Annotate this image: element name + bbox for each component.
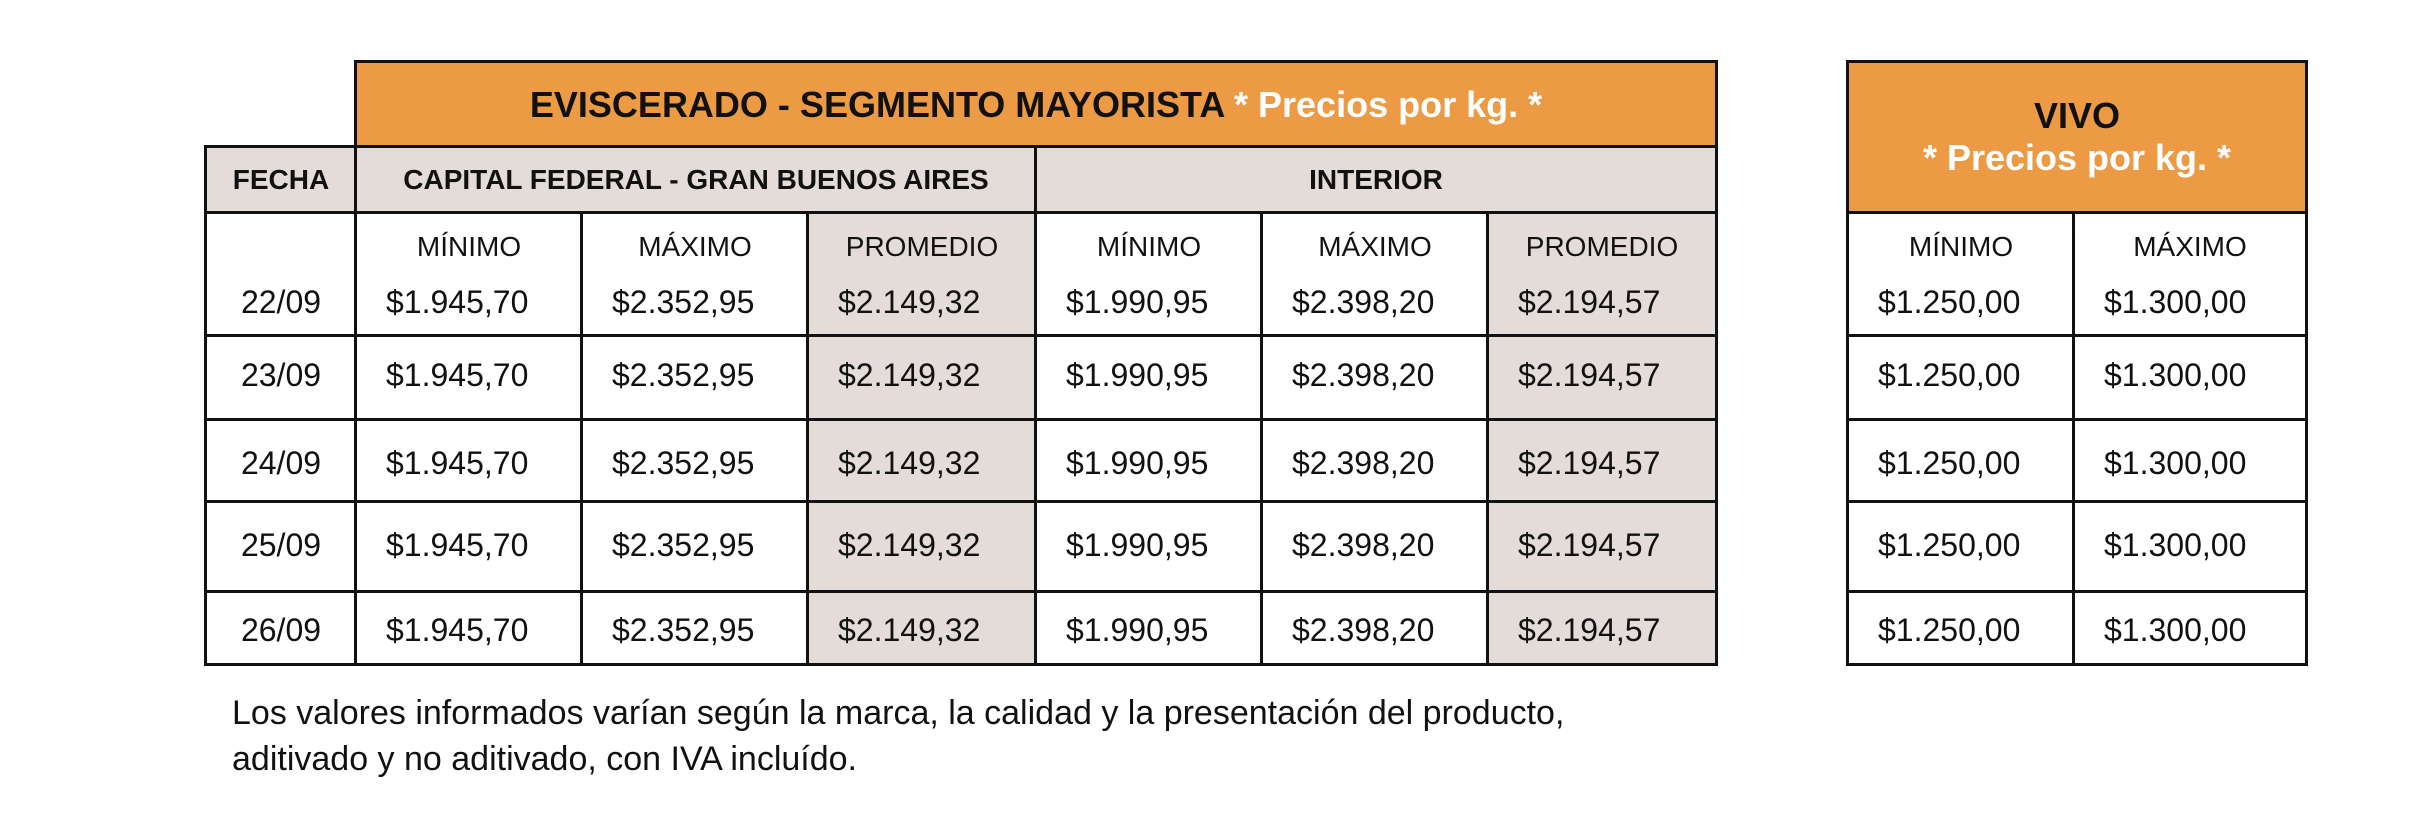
vivo-value-cell: $1.250,00 [1878, 356, 2021, 393]
grid-line [1715, 60, 1718, 666]
value-cell: $2.352,95 [612, 611, 755, 648]
value-cell: $2.149,32 [838, 444, 981, 481]
vivo-value-cell: $1.300,00 [2104, 356, 2247, 393]
col-min-interior: MÍNIMO [1096, 231, 1202, 262]
col-prom-interior: PROMEDIO [1525, 231, 1679, 262]
col-max-interior: MÁXIMO [1318, 231, 1432, 262]
value-cell: $1.990,95 [1066, 356, 1209, 393]
grid-line [1846, 60, 2308, 63]
eviscerado-title-wrap: EVISCERADO - SEGMENTO MAYORISTA * Precio… [530, 84, 1542, 126]
vivo-value-cell: $1.250,00 [1878, 284, 2021, 320]
grid-line [2305, 60, 2308, 666]
value-cell: $2.352,95 [612, 444, 755, 481]
fecha-cell: 25/09 [240, 526, 322, 563]
value-cell: $1.990,95 [1066, 284, 1209, 320]
grid-line [354, 60, 1718, 63]
grid-line [1846, 211, 2308, 214]
value-cell: $2.352,95 [612, 284, 755, 320]
value-cell: $2.194,57 [1518, 284, 1661, 320]
value-cell: $2.149,32 [838, 356, 981, 393]
grid-line [1034, 145, 1037, 666]
grid-line [204, 334, 1718, 337]
footnote-line-2: aditivado y no aditivado, con IVA incluí… [232, 740, 857, 778]
vivo-price-note: * Precios por kg. * [1922, 137, 2232, 178]
region-capital-header: CAPITAL FEDERAL - GRAN BUENOS AIRES [356, 147, 1036, 213]
value-cell: $2.194,57 [1518, 611, 1661, 648]
value-cell: $1.945,70 [386, 356, 529, 393]
eviscerado-title: EVISCERADO - SEGMENTO MAYORISTA [529, 83, 1224, 125]
fecha-label: FECHA [232, 164, 330, 195]
col-max-capital: MÁXIMO [638, 231, 752, 262]
vivo-value-cell: $1.300,00 [2104, 611, 2247, 648]
grid-line [806, 211, 809, 666]
value-cell: $2.149,32 [838, 284, 981, 320]
grid-line [204, 211, 1718, 214]
grid-line [204, 500, 1718, 503]
value-cell: $2.149,32 [838, 611, 981, 648]
region-capital-label: CAPITAL FEDERAL - GRAN BUENOS AIRES [403, 164, 989, 195]
region-interior-header: INTERIOR [1036, 147, 1716, 213]
grid-line [580, 211, 583, 666]
grid-line [204, 590, 1718, 593]
value-cell: $2.149,32 [838, 526, 981, 563]
value-cell: $1.945,70 [386, 526, 529, 563]
grid-line [1846, 590, 2308, 593]
vivo-header: VIVO * Precios por kg. * [1848, 62, 2306, 212]
col-prom-capital: PROMEDIO [845, 231, 999, 262]
value-cell: $2.398,20 [1292, 611, 1435, 648]
value-cell: $1.945,70 [386, 611, 529, 648]
fecha-cell: 26/09 [240, 611, 322, 648]
vivo-value-cell: $1.250,00 [1878, 611, 2021, 648]
value-cell: $1.945,70 [386, 444, 529, 481]
vivo-value-cell: $1.250,00 [1878, 526, 2021, 563]
value-cell: $2.194,57 [1518, 526, 1661, 563]
footnote-line-1: Los valores informados varían según la m… [232, 694, 1565, 732]
value-cell: $1.990,95 [1066, 444, 1209, 481]
vivo-value-cell: $1.300,00 [2104, 444, 2247, 481]
vivo-value-cell: $1.300,00 [2104, 284, 2247, 320]
grid-line [1486, 211, 1489, 666]
region-interior-label: INTERIOR [1309, 164, 1443, 195]
col-min-capital: MÍNIMO [416, 231, 522, 262]
grid-line [1846, 418, 2308, 421]
value-cell: $2.352,95 [612, 356, 755, 393]
vivo-col-min: MÍNIMO [1908, 231, 2014, 262]
fecha-cell: 24/09 [240, 444, 322, 481]
value-cell: $2.398,20 [1292, 356, 1435, 393]
vivo-value-cell: $1.250,00 [1878, 444, 2021, 481]
value-cell: $1.945,70 [386, 284, 529, 320]
value-cell: $1.990,95 [1066, 611, 1209, 648]
value-cell: $2.398,20 [1292, 526, 1435, 563]
value-cell: $2.352,95 [612, 526, 755, 563]
fecha-cell: 22/09 [240, 284, 322, 320]
grid-line [1846, 500, 2308, 503]
promedio-capital-shade [808, 213, 1036, 665]
grid-line [204, 663, 1718, 666]
value-cell: $2.398,20 [1292, 284, 1435, 320]
vivo-title: VIVO [2033, 95, 2121, 136]
grid-line [1846, 60, 1849, 666]
vivo-col-max: MÁXIMO [2133, 231, 2247, 262]
promedio-interior-shade [1488, 213, 1716, 665]
eviscerado-header: EVISCERADO - SEGMENTO MAYORISTA * Precio… [356, 62, 1716, 147]
footnote: Los valores informados varían según la m… [232, 690, 1732, 782]
grid-line [1260, 211, 1263, 666]
grid-line [204, 145, 1718, 148]
value-cell: $2.194,57 [1518, 444, 1661, 481]
vivo-value-cell: $1.300,00 [2104, 526, 2247, 563]
grid-line [354, 60, 357, 666]
value-cell: $2.398,20 [1292, 444, 1435, 481]
eviscerado-price-note: * Precios por kg. * [1234, 83, 1543, 125]
fecha-cell: 23/09 [240, 356, 322, 393]
value-cell: $1.990,95 [1066, 526, 1209, 563]
grid-line [204, 418, 1718, 421]
grid-line [1846, 334, 2308, 337]
value-cell: $2.194,57 [1518, 356, 1661, 393]
grid-line [204, 145, 207, 666]
grid-line [2072, 211, 2075, 666]
fecha-header: FECHA [206, 147, 356, 213]
grid-line [1846, 663, 2308, 666]
